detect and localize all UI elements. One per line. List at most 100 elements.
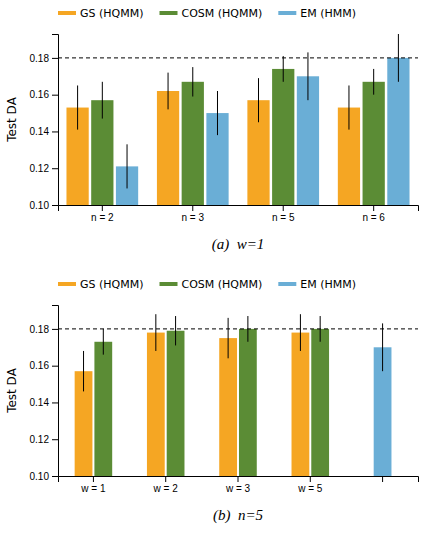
- legend-item: COSM (HQMM): [160, 278, 263, 291]
- tick: [382, 476, 383, 482]
- tick: 0.16: [30, 89, 58, 100]
- tick-label: 0.18: [30, 53, 50, 64]
- legend-label: GS (HQMM): [80, 7, 144, 20]
- legend-swatch: [58, 282, 76, 286]
- legend-label: COSM (HQMM): [182, 278, 263, 291]
- caption: (b) n=5: [213, 507, 264, 524]
- plot-area: [58, 314, 418, 476]
- y-axis: 0.10 0.12 0.14 0.16 0.18: [30, 306, 59, 482]
- tick: 0.14: [30, 126, 58, 137]
- tick-mark: [52, 329, 58, 330]
- tick-label: 0.16: [30, 89, 50, 100]
- error-bar: [168, 73, 169, 110]
- error-bar: [175, 316, 176, 345]
- axis-line: [52, 35, 59, 206]
- reference-line: [58, 328, 418, 329]
- error-bar: [127, 144, 128, 188]
- axis-line: [52, 306, 59, 477]
- legend: GS (HQMM) COSM (HQMM) EM (HMM): [58, 7, 356, 20]
- tick: 0.18: [30, 53, 58, 64]
- bar: [272, 69, 294, 205]
- tick-mark: [52, 439, 58, 440]
- y-axis: 0.10 0.12 0.14 0.16 0.18: [30, 35, 59, 211]
- legend-swatch: [278, 282, 296, 286]
- error-bar: [307, 52, 308, 100]
- error-bar: [217, 91, 218, 135]
- tick-mark: [52, 95, 58, 96]
- tick-label: n = 6: [362, 212, 385, 223]
- x-axis: n = 2 n = 3 n = 5 n = 6: [59, 205, 419, 223]
- error-bar: [77, 85, 78, 129]
- tick-mark: [102, 205, 103, 211]
- tick-label: n = 2: [91, 212, 114, 223]
- tick-label: 0.16: [30, 360, 50, 371]
- error-bar: [228, 318, 229, 358]
- axis-line: [59, 477, 419, 483]
- plot-area: [58, 34, 418, 205]
- tick-mark: [238, 476, 239, 482]
- tick: 0.16: [30, 360, 58, 371]
- error-bar: [382, 323, 383, 371]
- bar: [363, 82, 385, 205]
- tick-label: w = 5: [297, 483, 323, 494]
- legend: GS (HQMM) COSM (HQMM) EM (HMM): [58, 278, 356, 291]
- error-bar: [155, 314, 156, 351]
- tick-mark: [52, 131, 58, 132]
- tick: w = 5: [297, 476, 323, 494]
- bar: [182, 82, 204, 205]
- tick-mark: [52, 476, 58, 477]
- legend-swatch: [278, 11, 296, 15]
- tick: w = 3: [225, 476, 251, 494]
- error-bar: [348, 85, 349, 129]
- tick-mark: [52, 366, 58, 367]
- error-bar: [192, 67, 193, 96]
- tick-label: 0.12: [30, 163, 50, 174]
- tick-mark: [165, 476, 166, 482]
- tick-mark: [52, 58, 58, 59]
- tick-label: w = 1: [80, 483, 106, 494]
- tick-mark: [52, 205, 58, 206]
- y-axis-title: Test DA: [5, 367, 19, 413]
- error-bar: [102, 82, 103, 119]
- error-bar: [103, 329, 104, 355]
- bar: [167, 331, 185, 476]
- tick-mark: [382, 476, 383, 482]
- legend-swatch: [58, 11, 76, 15]
- tick-mark: [93, 476, 94, 482]
- tick-mark: [192, 205, 193, 211]
- legend-item: EM (HMM): [278, 7, 356, 20]
- legend-label: EM (HMM): [300, 7, 356, 20]
- tick-label: 0.12: [30, 434, 50, 445]
- legend-label: EM (HMM): [300, 278, 356, 291]
- tick-label: n = 5: [272, 212, 295, 223]
- tick: n = 6: [362, 205, 385, 223]
- chart-root: 0.10 0.12 0.14 0.16 0.18 n = 2 n = 3 n = 5 n = 6…: [0, 0, 432, 542]
- legend-item: COSM (HQMM): [160, 7, 263, 20]
- legend-item: GS (HQMM): [58, 278, 144, 291]
- panel: 0.10 0.12 0.14 0.16 0.18 n = 2 n = 3 n = 5 n = 6…: [5, 7, 419, 389]
- tick-label: 0.10: [30, 200, 50, 211]
- bar: [147, 333, 165, 476]
- tick-mark: [283, 205, 284, 211]
- tick-mark: [310, 476, 311, 482]
- bar: [239, 329, 257, 476]
- bar: [292, 333, 310, 476]
- caption: (a) w=1: [212, 236, 265, 253]
- tick-label: n = 3: [182, 212, 205, 223]
- tick-label: 0.18: [30, 324, 50, 335]
- legend-label: GS (HQMM): [80, 278, 144, 291]
- tick-label: 0.14: [30, 126, 50, 137]
- error-bar: [373, 69, 374, 95]
- y-axis-title: Test DA: [5, 96, 19, 142]
- tick: 0.10: [30, 471, 58, 482]
- legend-swatch: [160, 282, 178, 286]
- tick-label: 0.14: [30, 397, 50, 408]
- tick: w = 2: [153, 476, 179, 494]
- tick-mark: [373, 205, 374, 211]
- tick: 0.12: [30, 434, 58, 445]
- error-bar: [283, 56, 284, 82]
- tick: n = 3: [182, 205, 205, 223]
- tick: w = 1: [80, 476, 106, 494]
- reference-line: [58, 57, 418, 58]
- legend-swatch: [160, 11, 178, 15]
